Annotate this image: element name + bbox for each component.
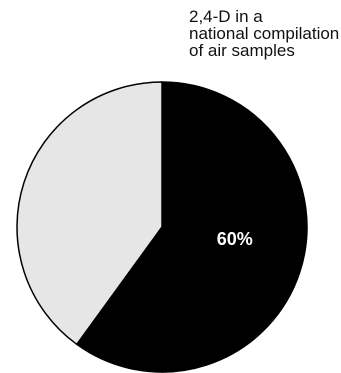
pie-slice-labels: 60% (217, 229, 253, 249)
chart-title-line-3: of air samples (189, 41, 295, 60)
pie-slice-label-1: 60% (217, 229, 253, 249)
pie-slice-2 (16, 81, 163, 346)
chart-title-line-1: 2,4-D in a (189, 7, 263, 26)
pie-slices (16, 81, 308, 373)
chart-title-line-2: national compilation (189, 24, 340, 43)
chart-title: 2,4-D in a national compilation of air s… (189, 8, 339, 59)
pie-slice-1 (75, 81, 308, 373)
